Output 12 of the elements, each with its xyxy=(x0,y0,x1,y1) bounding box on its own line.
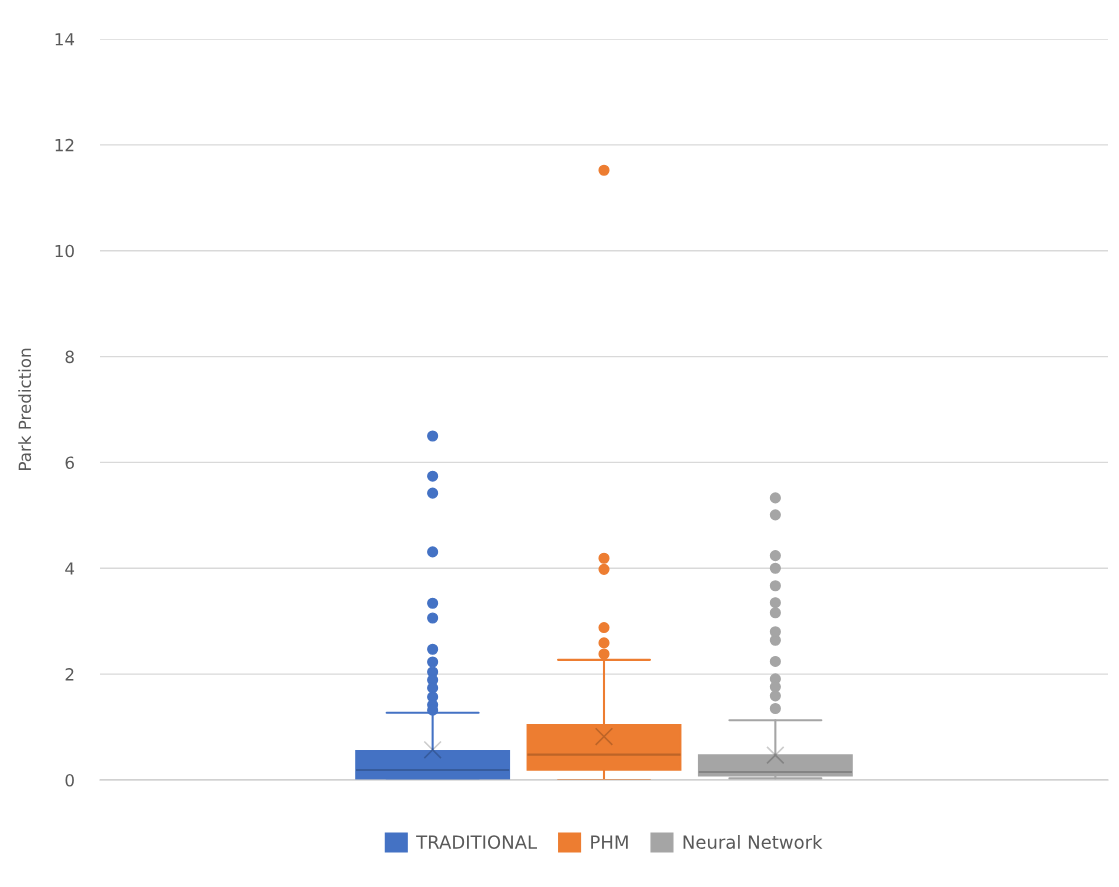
y-tick-label: 4 xyxy=(65,562,75,575)
legend-label: PHM xyxy=(591,835,628,849)
y-tick-label: 14 xyxy=(55,33,75,46)
y-tick-label: 10 xyxy=(55,244,74,258)
legend-label: TRADITIONAL xyxy=(416,835,537,849)
y-axis-title: Park Prediction xyxy=(18,348,32,470)
y-tick-label: 12 xyxy=(55,138,74,152)
y-tick-label: 8 xyxy=(65,350,74,364)
y-tick-label: 6 xyxy=(65,456,74,469)
y-tick-label: 0 xyxy=(65,773,74,787)
legend-label: Neural Network xyxy=(683,834,823,849)
y-tick-label: 2 xyxy=(65,668,74,681)
